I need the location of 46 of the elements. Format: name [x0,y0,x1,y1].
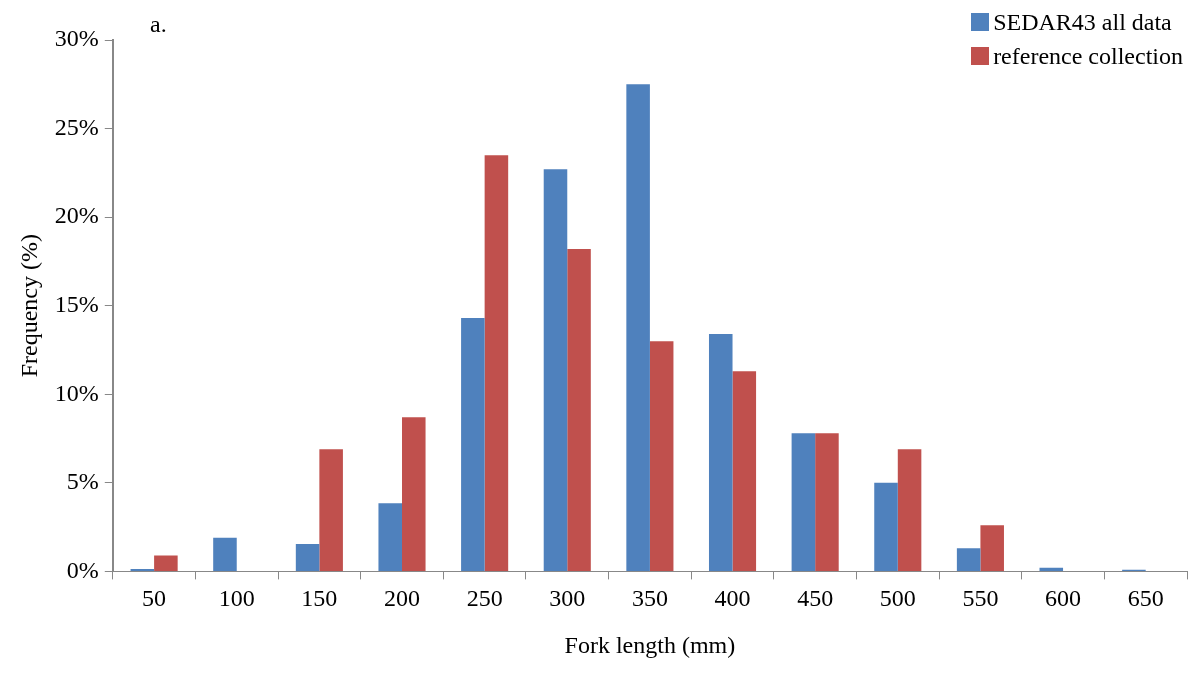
x-tick-label: 550 [962,585,999,612]
bar [319,449,343,571]
bar [543,169,568,571]
y-tick-label: 5% [66,468,99,495]
bar [1039,567,1064,571]
bar [956,548,981,571]
bar [980,525,1004,571]
x-tick-label: 450 [797,585,834,612]
bar [874,482,898,571]
y-tick-label: 10% [54,379,99,406]
bar [732,371,757,571]
y-tick-label: 20% [54,202,99,229]
x-tick-label: 650 [1127,585,1164,612]
x-tick-label: 200 [384,585,420,612]
x-tick-label: 500 [879,585,916,612]
bar [461,318,485,571]
x-tick-label: 400 [714,585,751,612]
legend-label: reference collection [993,42,1183,70]
x-tick-label: 50 [142,585,167,612]
x-tick-label: 600 [1045,585,1082,612]
text: a. [150,10,167,38]
y-axis-title: Frequency (%) [15,234,42,378]
bar [626,84,650,571]
bar [295,543,320,571]
x-axis-title: Fork length (mm) [564,631,736,658]
bar [815,433,839,571]
bar [402,417,426,571]
bar [213,537,237,571]
bar [708,334,733,571]
legend-label: SEDAR43 all data [993,8,1172,36]
bar [378,503,402,571]
x-tick-label: 350 [631,585,668,612]
x-tick-label: 100 [218,585,255,612]
x-tick-label: 250 [466,585,503,612]
y-tick-label: 0% [66,556,99,583]
y-tick-label: 25% [54,113,99,140]
bar [897,449,922,571]
x-tick-label: 150 [301,585,338,612]
bar [154,555,178,571]
y-tick-label: 30% [54,25,99,52]
bar [649,341,674,571]
bar [484,155,509,571]
bar [791,433,816,571]
bar [567,249,591,571]
y-tick-label: 15% [54,291,99,317]
x-tick-label: 300 [549,585,586,612]
